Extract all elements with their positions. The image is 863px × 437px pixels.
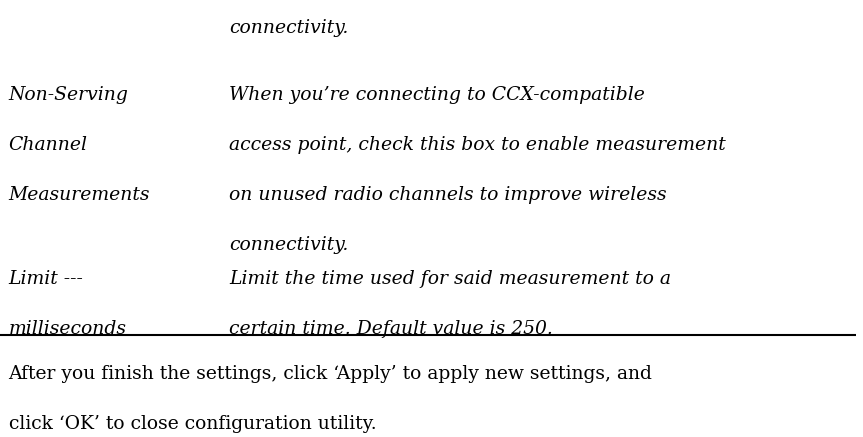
Text: Measurements: Measurements — [9, 186, 150, 204]
Text: on unused radio channels to improve wireless: on unused radio channels to improve wire… — [230, 186, 667, 204]
Text: access point, check this box to enable measurement: access point, check this box to enable m… — [230, 136, 726, 154]
Text: certain time. Default value is 250.: certain time. Default value is 250. — [230, 320, 553, 338]
Text: After you finish the settings, click ‘Apply’ to apply new settings, and: After you finish the settings, click ‘Ap… — [9, 365, 652, 383]
Text: Non-Serving: Non-Serving — [9, 87, 129, 104]
Text: Channel: Channel — [9, 136, 87, 154]
Text: connectivity.: connectivity. — [230, 236, 349, 254]
Text: milliseconds: milliseconds — [9, 320, 127, 338]
Text: connectivity.: connectivity. — [230, 20, 349, 38]
Text: Limit ---: Limit --- — [9, 271, 84, 288]
Text: Limit the time used for said measurement to a: Limit the time used for said measurement… — [230, 271, 671, 288]
Text: click ‘OK’ to close configuration utility.: click ‘OK’ to close configuration utilit… — [9, 415, 376, 433]
Text: When you’re connecting to CCX-compatible: When you’re connecting to CCX-compatible — [230, 87, 646, 104]
